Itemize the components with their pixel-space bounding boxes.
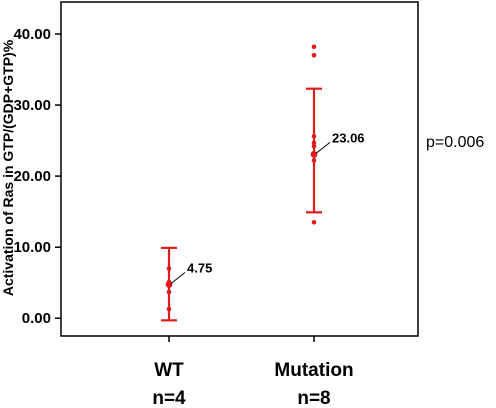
data-point <box>166 266 172 271</box>
y-tick-label: 0.00 <box>22 310 51 327</box>
mean-point <box>310 150 318 158</box>
data-point <box>311 158 317 163</box>
data-point <box>166 306 172 312</box>
data-point <box>166 289 172 295</box>
mean-label: 4.75 <box>187 260 212 275</box>
y-axis-label: Activation of Ras in GTP/(GDP+GTP)% <box>0 39 16 296</box>
data-point <box>311 140 317 146</box>
mean-leader-line <box>170 272 186 284</box>
data-point <box>311 219 317 225</box>
x-sample-size-label: n=8 <box>297 388 330 408</box>
mean-point <box>165 281 173 288</box>
y-tick-label: 40.00 <box>13 26 51 43</box>
plot-frame <box>60 1 419 337</box>
y-tick-label: 30.00 <box>13 97 51 114</box>
mean-leader-line <box>315 141 331 154</box>
p-value-annotation: p=0.006 <box>426 134 484 151</box>
x-category-label: WT <box>154 360 184 381</box>
y-tick-label: 20.00 <box>13 168 51 185</box>
mean-label: 23.06 <box>332 130 365 145</box>
data-point <box>311 52 317 58</box>
x-sample-size-label: n=4 <box>152 388 186 408</box>
x-category-label: Mutation <box>274 360 353 381</box>
data-point <box>311 44 317 50</box>
y-tick-label: 10.00 <box>13 239 51 256</box>
data-point <box>311 143 317 149</box>
data-point <box>311 134 317 139</box>
